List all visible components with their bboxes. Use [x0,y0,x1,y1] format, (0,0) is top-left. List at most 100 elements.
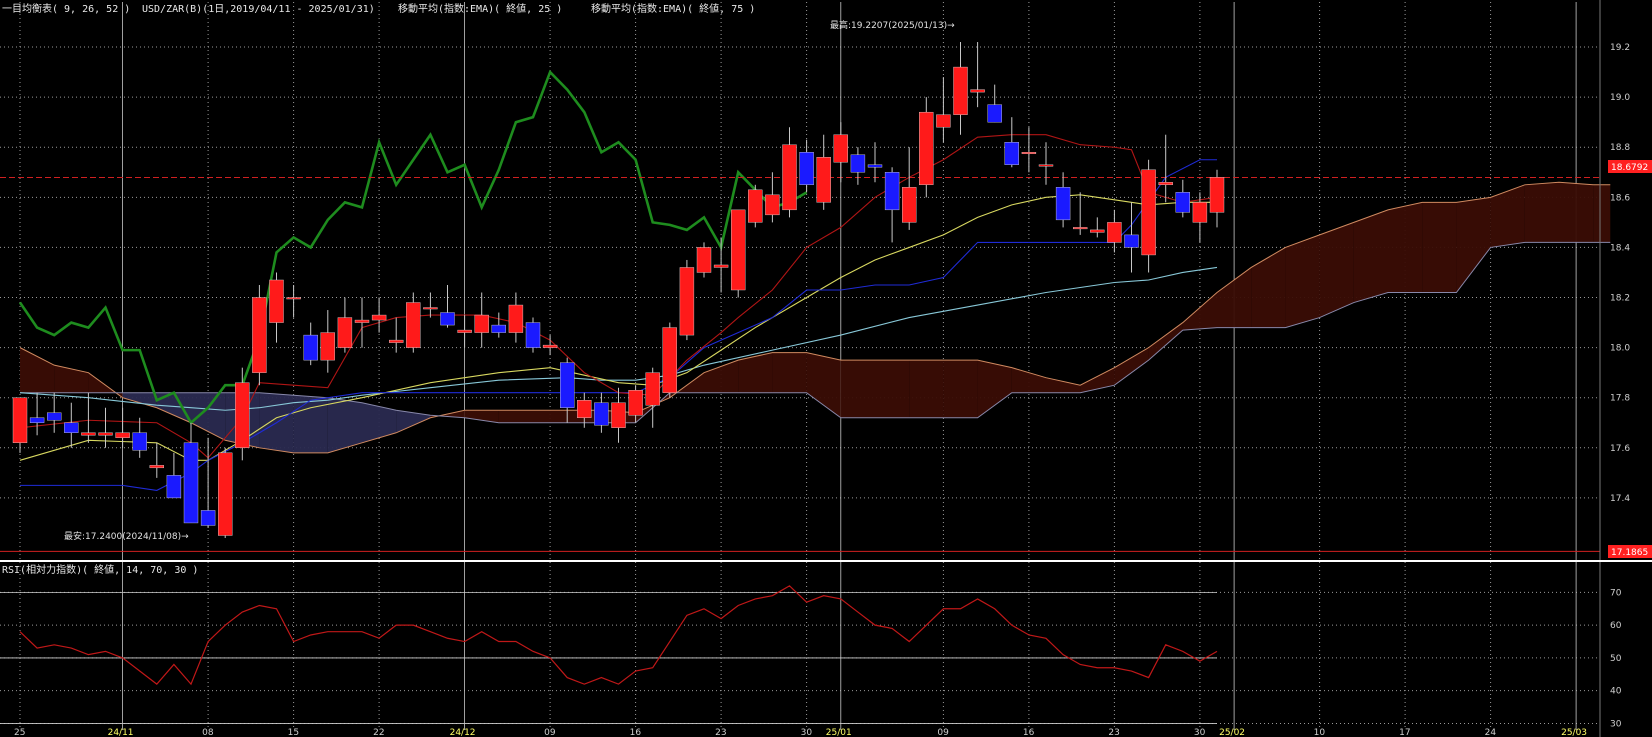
rsi-tick-label: 50 [1610,654,1622,664]
x-tick-label: 25/02 [1219,728,1245,737]
x-tick-label: 09 [937,728,949,737]
candle-up [474,314,489,333]
candle-up [217,452,233,536]
candle-down [560,362,575,408]
candle-up [970,89,985,93]
cloud-segment [1114,347,1149,386]
x-tick-label: 23 [715,728,726,737]
cloud-segment [977,360,1012,418]
candle-up [628,390,643,416]
candle-up [731,209,746,291]
rsi-line [19,585,1218,686]
y-tick-label: 17.8 [1610,394,1630,404]
x-tick-label: 09 [544,728,556,737]
candle-up [337,317,353,348]
candle-up [662,327,677,393]
cloud-segment [20,347,55,393]
bottom-price-label: 17.1865 [1611,548,1648,558]
candle-up [1038,164,1054,167]
y-tick-label: 17.6 [1610,444,1630,454]
cloud-segment [362,402,397,443]
x-tick-label: 16 [630,728,642,737]
axes: 19.2 19.0 18.8 18.6 18.4 18.2 18.0 17.8 17.6 17.4… [14,0,1630,737]
current-price-badge [1608,160,1652,173]
low-annotation: 最安:17.2400(2024/11/08)→ [64,530,189,542]
candle-up [542,344,558,348]
ema75-line [19,266,1218,411]
candle-up [816,157,831,203]
cloud-segment [1490,184,1525,248]
candle-down [491,324,506,333]
candle-up [406,302,421,348]
cloud-segment [1559,182,1594,243]
x-tick-label: 25/03 [1561,728,1587,737]
cloud-segment [1011,367,1046,393]
rsi-tick-label: 60 [1610,621,1622,631]
candle-up [371,314,387,321]
x-tick-label: 17 [1399,728,1410,737]
candle-down [200,510,216,526]
cloud-segment [909,360,944,418]
y-tick-label: 18.8 [1610,143,1630,153]
candle-down [47,412,62,421]
candle-down [525,322,541,348]
legend-ema25: 移動平均(指数:EMA)( 終値, 25 ) [398,2,562,15]
candle-up [423,307,438,310]
candle-down [1175,192,1191,213]
cloud-segment [498,410,533,423]
x-tick-label: 30 [1194,728,1206,737]
candle-up [1158,182,1173,186]
x-tick-label: 23 [1108,728,1119,737]
candle-up [286,297,301,300]
candle-up [12,397,28,444]
cloud-segment [1182,292,1217,331]
candle-up [1090,229,1105,233]
cloud-segment [1080,367,1115,393]
candle-up [149,465,165,469]
cloud-segment [1524,182,1559,243]
rsi-tick-label: 30 [1610,719,1622,729]
rsi-tick-label: 70 [1610,588,1622,598]
cloud-segment [738,352,773,393]
candle-up [833,134,848,163]
y-tick-label: 18.2 [1610,294,1630,304]
cloud-segment [54,365,89,393]
candle-up [1192,202,1208,223]
candle-up [252,297,267,373]
senkou-span-a-line [19,181,1611,454]
candle-up [645,372,660,406]
candle-up [354,319,370,323]
cloud-segment [1285,234,1320,328]
candle-up [1072,227,1088,230]
x-tick-label: 16 [1023,728,1035,737]
candle-up [919,111,934,186]
x-tick-label: 24/12 [450,728,476,737]
rsi-tick-label: 40 [1610,687,1622,697]
candle-down [440,312,455,326]
candle-down [64,422,79,433]
candle-up [457,329,472,333]
candle-up [611,402,626,428]
x-tick-label: 30 [801,728,813,737]
cloud-segment [1353,209,1388,303]
legend-ema75: 移動平均(指数:EMA)( 終値, 75 ) [591,2,755,15]
cloud-segment [1046,377,1081,393]
senkou-span-b-line [20,241,1611,424]
candle-up [1141,169,1156,256]
candle-down [166,475,182,499]
candle-down [303,334,318,361]
legend-instrument: USD/ZAR(B)(1日,2019/04/11 - 2025/01/31) [142,4,375,15]
cloud-segment [1593,184,1611,243]
candle-down [132,432,147,451]
x-tick-label: 24/11 [108,728,134,737]
cloud-segment [293,395,328,453]
candle-down [594,402,609,426]
cloud-segment [806,352,841,418]
candle-up [936,114,951,128]
candle-up [953,66,968,115]
candle-down [29,417,45,423]
cloud-segment [1148,322,1183,361]
rsi-title: RSI(相対力指数)( 終値, 14, 70, 30 ) [2,563,198,576]
y-tick-label: 18.4 [1610,243,1630,253]
